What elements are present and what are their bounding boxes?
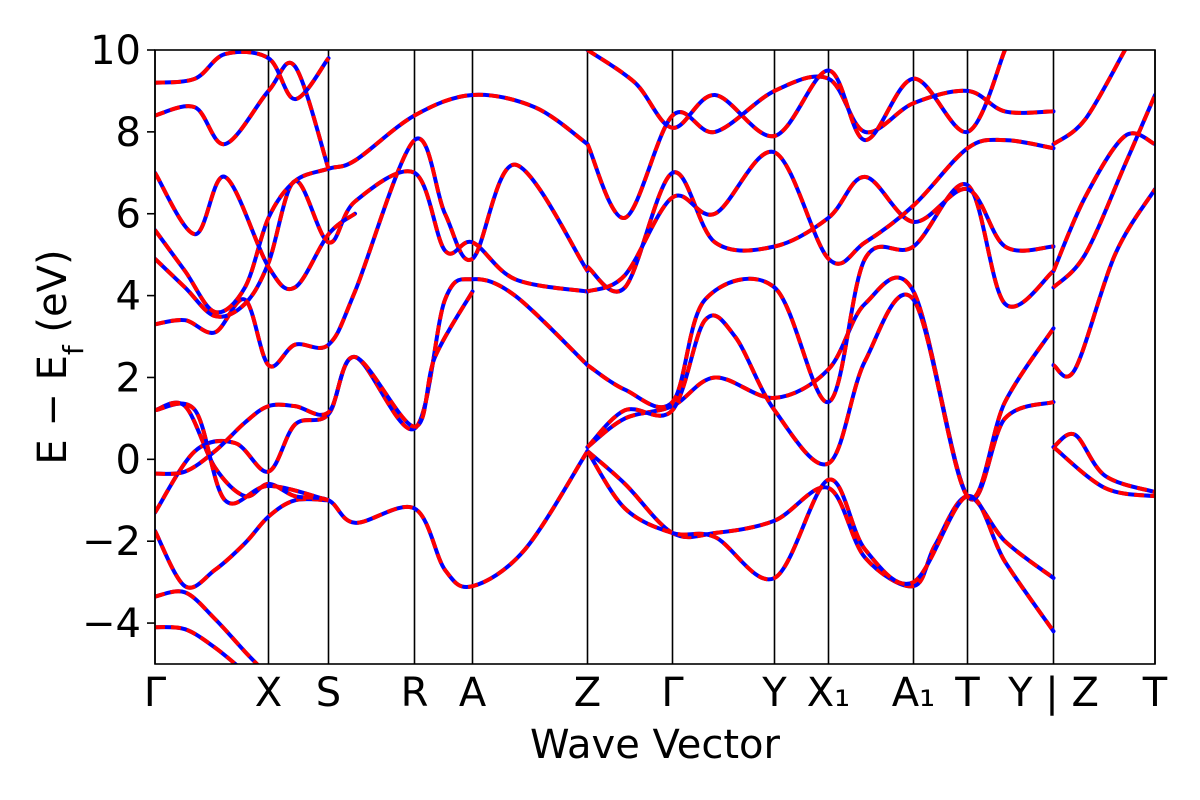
y-tick-label: 2 xyxy=(116,355,141,401)
band-line-red xyxy=(155,277,589,514)
band-line-red xyxy=(155,50,331,102)
band-lines xyxy=(155,50,1155,664)
band-line-red xyxy=(586,292,1056,501)
band-line-red xyxy=(155,589,260,664)
band-line-blue xyxy=(1051,50,1127,147)
y-axis-title-sub: f xyxy=(57,344,90,355)
band-line-red xyxy=(1052,445,1155,499)
y-axis-title: E − Ef (eV) xyxy=(30,249,90,464)
y-axis-title-unit: (eV) xyxy=(30,249,76,345)
band-line-red xyxy=(155,171,357,292)
band-line-red xyxy=(585,450,1056,633)
band-line-red xyxy=(155,625,239,664)
x-tick-label: R xyxy=(401,670,429,716)
band-line-blue xyxy=(1051,131,1155,273)
band-line-red xyxy=(1052,431,1155,495)
band-line-red xyxy=(586,137,1054,294)
y-tick-label: 6 xyxy=(116,192,141,238)
band-line-red xyxy=(155,169,588,319)
x-axis-title: Wave Vector xyxy=(530,722,781,768)
y-tick-label: −4 xyxy=(82,601,141,647)
band-line-blue xyxy=(585,275,1056,502)
band-line-red xyxy=(1051,131,1155,272)
band-line-red xyxy=(586,170,1054,294)
x-axis: Γ X S R A Z Γ Y X₁ A₁ T Y | Z T xyxy=(144,670,1168,716)
band-line-red xyxy=(1052,188,1155,379)
y-tick-label: 4 xyxy=(116,274,141,320)
x-tick-label: A xyxy=(459,670,487,716)
band-line-red xyxy=(155,497,329,590)
y-axis: −4 −2 0 2 4 6 8 10 xyxy=(82,28,155,647)
band-line-blue xyxy=(585,137,1056,294)
y-tick-label: 10 xyxy=(90,28,141,74)
band-line-red xyxy=(586,182,1055,410)
band-line-red xyxy=(1052,94,1155,289)
x-tick-label: Z xyxy=(574,670,601,716)
band-line-red xyxy=(1052,50,1127,146)
x-tick-label: Γ xyxy=(144,670,167,716)
x-tick-label: T xyxy=(954,670,980,716)
x-tick-label: X xyxy=(255,670,282,716)
x-tick-label: S xyxy=(316,670,341,716)
band-line-red xyxy=(155,92,589,315)
y-tick-label: 0 xyxy=(116,437,141,483)
band-line-red xyxy=(586,50,1007,143)
x-tick-label: Y | Z xyxy=(1007,670,1099,716)
x-tick-label: A₁ xyxy=(892,670,935,716)
band-line-red xyxy=(155,136,590,369)
x-tick-label: T xyxy=(1142,670,1168,716)
x-tick-label: Y xyxy=(761,670,787,716)
y-tick-label: −2 xyxy=(82,519,141,565)
y-axis-title-main: E − E xyxy=(30,355,76,465)
band-line-red xyxy=(155,60,331,170)
x-tick-label: Γ xyxy=(661,670,684,716)
band-line-blue xyxy=(155,589,260,664)
y-tick-label: 8 xyxy=(116,110,141,156)
band-line-red xyxy=(155,400,590,590)
band-line-blue xyxy=(155,497,331,590)
band-line-blue xyxy=(155,401,331,506)
band-line-red xyxy=(155,401,330,506)
band-line-red xyxy=(586,275,1055,502)
plot-frame xyxy=(154,49,1156,665)
band-line-blue xyxy=(1051,93,1155,290)
x-tick-label: X₁ xyxy=(807,670,850,716)
